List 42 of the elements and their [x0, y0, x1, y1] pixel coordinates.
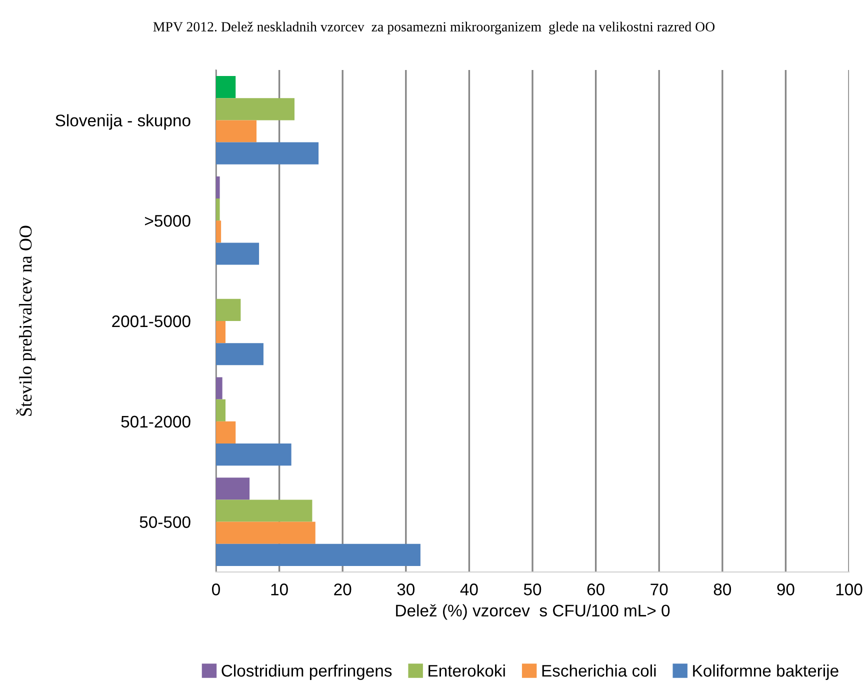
bar — [216, 298, 241, 321]
x-tick-label: 10 — [271, 584, 288, 596]
bar — [216, 377, 222, 400]
bar — [216, 321, 226, 344]
bar — [216, 76, 236, 98]
y-tick-label: >5000 — [145, 215, 190, 227]
bar — [216, 220, 222, 243]
bar — [216, 399, 226, 422]
chart-title: MPV 2012. Delež neskladnih vzorcev za posamezni mikroorganizem glede na velikostni razred OO — [153, 22, 715, 34]
legend-label: Enterokoki — [428, 664, 505, 677]
bar — [216, 120, 257, 142]
bar — [216, 98, 294, 120]
bar — [216, 500, 312, 522]
x-tick-label: 0 — [212, 584, 220, 596]
legend-label: Koliformne bakterije — [693, 664, 838, 680]
bar — [216, 176, 220, 199]
bar — [216, 544, 420, 566]
bar — [216, 242, 260, 265]
x-tick-label: 20 — [334, 584, 352, 596]
x-tick-label: 70 — [650, 584, 668, 596]
y-tick-label: 501-2000 — [121, 416, 190, 428]
y-tick-label: Slovenija - skupno — [56, 114, 190, 130]
legend-label: Clostridium perfringens — [222, 664, 392, 680]
bar — [216, 522, 316, 544]
bar — [216, 198, 220, 221]
x-tick-label: 60 — [587, 584, 604, 596]
legend-label: Escherichia coli — [542, 664, 656, 677]
x-tick-label: 100 — [836, 584, 862, 596]
bar — [216, 343, 264, 366]
x-tick-label: 50 — [524, 584, 542, 596]
bar — [216, 478, 250, 500]
x-tick-label: 30 — [397, 584, 415, 596]
bar — [216, 443, 292, 466]
bar — [216, 142, 319, 164]
x-tick-label: 90 — [777, 584, 794, 596]
y-tick-label: 2001-5000 — [112, 315, 190, 328]
x-tick-label: 80 — [714, 584, 732, 596]
y-axis-title: Število prebivalcev na OO — [16, 226, 36, 416]
y-tick-label: 50-500 — [140, 516, 190, 528]
x-tick-label: 40 — [460, 584, 478, 596]
x-axis-title: Delež (%) vzorcev s CFU/100 mL> 0 — [396, 604, 670, 620]
bar — [216, 421, 236, 444]
